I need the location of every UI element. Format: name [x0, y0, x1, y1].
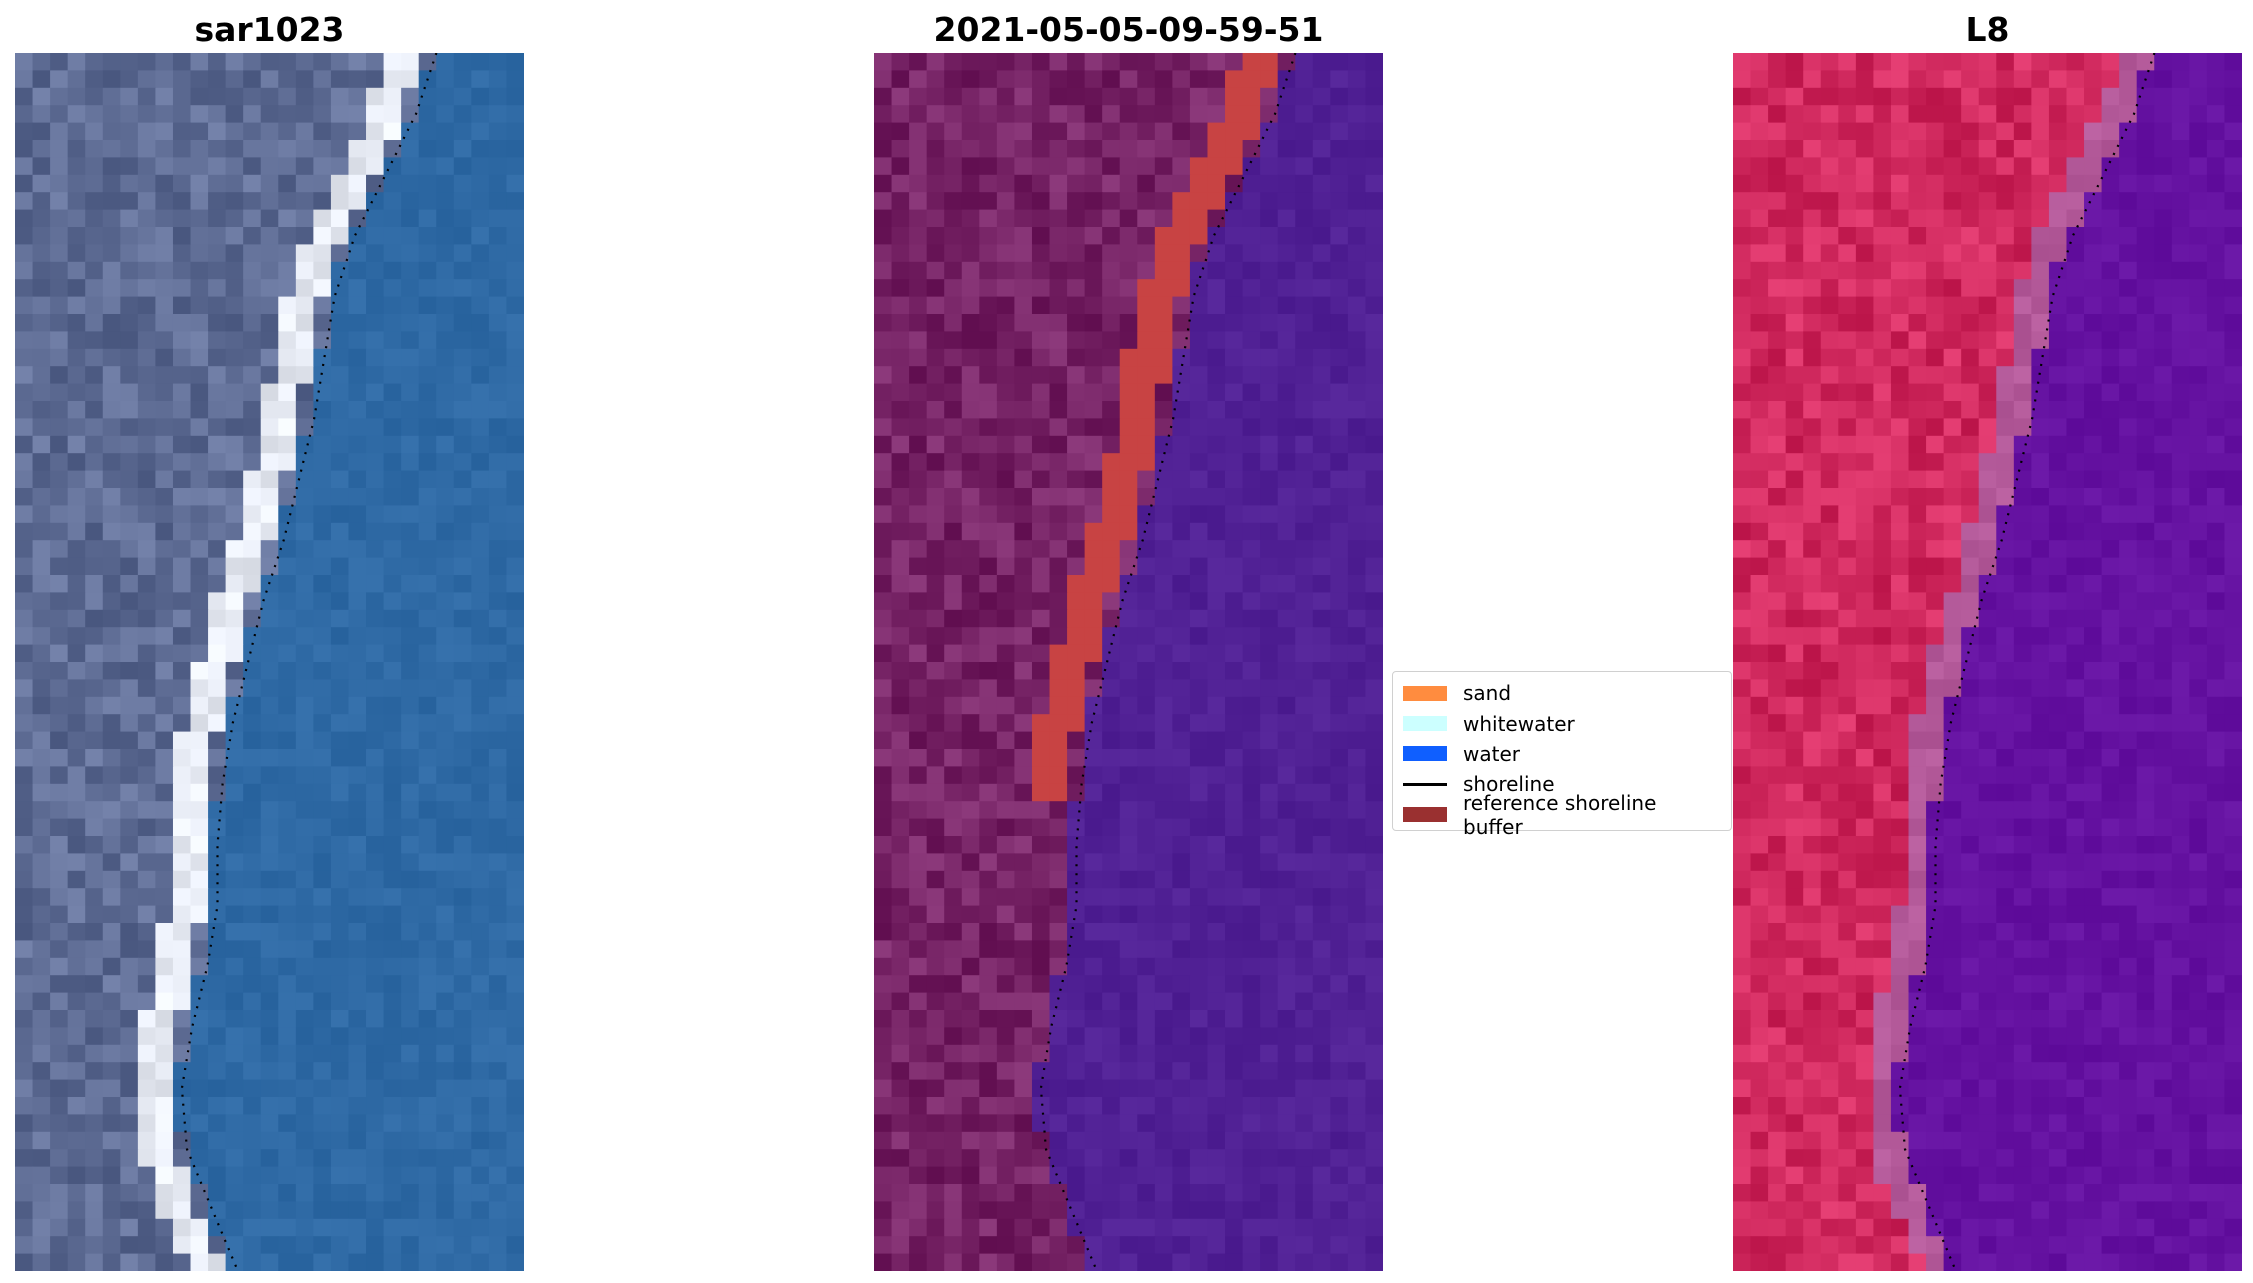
legend-label: sand — [1463, 681, 1512, 706]
panel-title-classified: 2021-05-05-09-59-51 — [933, 10, 1324, 49]
shoreline-line — [180, 53, 438, 1271]
shoreline-swatch — [1403, 782, 1447, 786]
water-swatch — [1403, 746, 1447, 762]
panel-title-rgb: sar1023 — [194, 10, 345, 49]
rgb-image — [15, 53, 524, 1271]
legend-label: water — [1463, 741, 1520, 766]
legend-item-water: water — [1403, 739, 1721, 769]
falsecolor-image-panel — [1733, 53, 2242, 1271]
classified-image — [874, 53, 1383, 1271]
legend: sand whitewater water shoreline referenc… — [1392, 671, 1732, 839]
classified-image-panel — [874, 53, 1383, 1271]
legend-label: shoreline — [1463, 772, 1555, 797]
shoreline-line — [1898, 53, 2156, 1271]
legend-label: reference shoreline buffer — [1463, 790, 1657, 839]
legend-item-whitewater: whitewater — [1403, 708, 1721, 738]
panel-title-falsecolor: L8 — [1965, 10, 2010, 49]
legend-item-reference-buffer: reference shoreline buffer — [1403, 791, 1721, 839]
legend-item-sand: sand — [1403, 678, 1721, 708]
sand-swatch — [1403, 685, 1447, 701]
legend-label: whitewater — [1463, 711, 1575, 736]
rgb-image-panel — [15, 53, 524, 1271]
whitewater-swatch — [1403, 716, 1447, 732]
legend-item-shoreline: shoreline — [1403, 769, 1721, 799]
buffer-swatch — [1403, 807, 1447, 823]
falsecolor-image — [1733, 53, 2242, 1271]
shoreline-line — [1039, 53, 1297, 1271]
